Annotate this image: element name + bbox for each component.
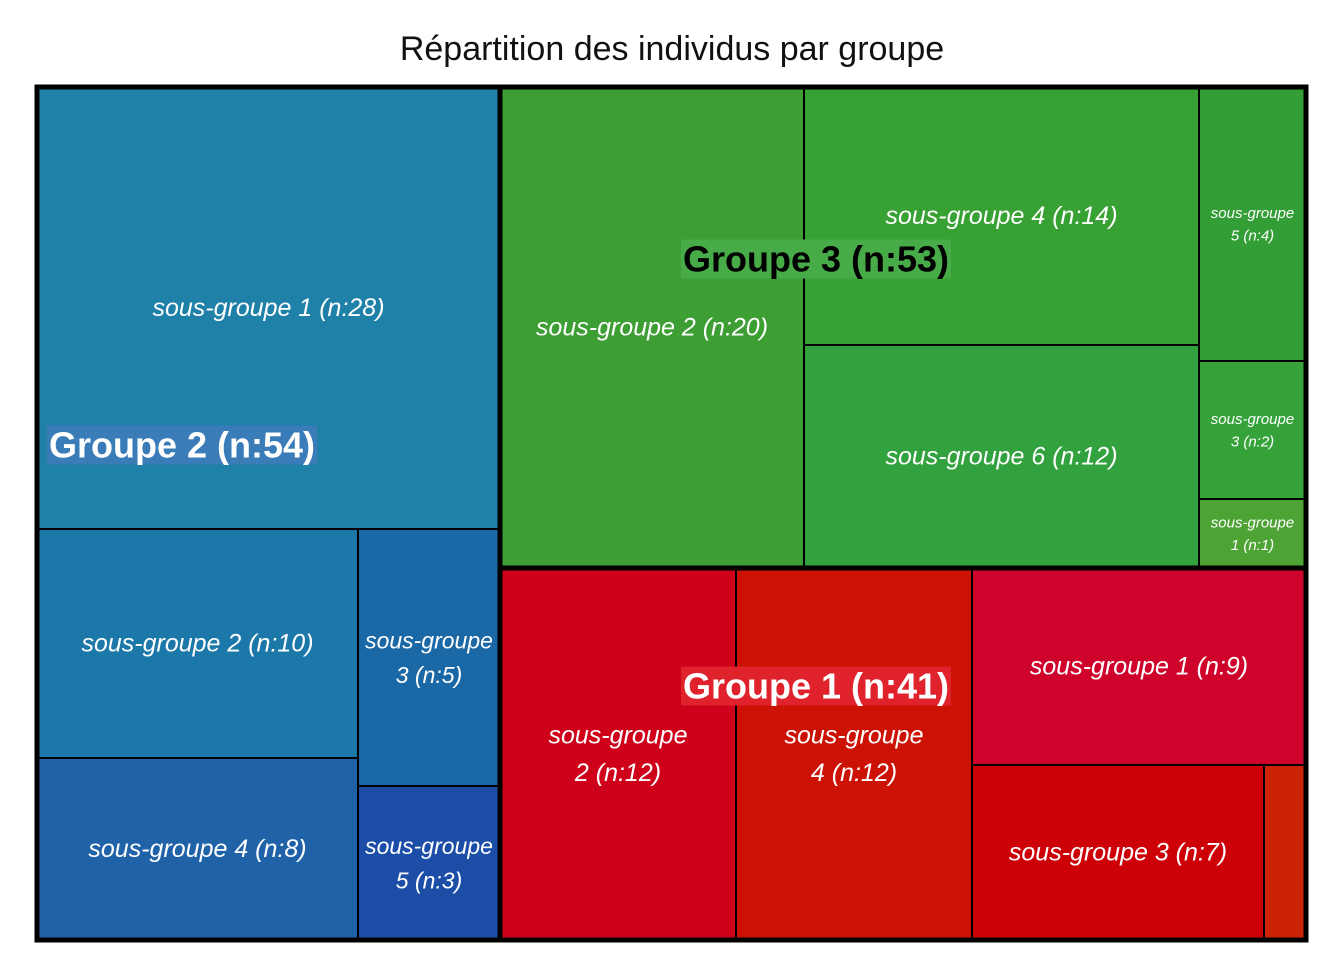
sublabel-layer: sous-groupe 1 (n:28) sous-groupe 2 (n:10)… — [81, 202, 1294, 893]
treemap-outer-border — [34, 84, 1309, 943]
subgroup-label: sous-groupe 1 (n:28) — [152, 294, 384, 322]
tiles-layer — [36, 86, 1307, 941]
group-label-background — [680, 239, 952, 279]
group-label: Groupe 2 (n:54) — [49, 425, 315, 466]
subgroup-label: sous-groupe 3 (n:5) — [365, 627, 493, 688]
subgroup-tile — [803, 344, 1200, 569]
subgroup-tile — [499, 567, 737, 941]
subgroup-tile — [1198, 86, 1307, 362]
subgroup-label: sous-groupe 2 (n:20) — [536, 314, 768, 342]
subgroup-label: sous-groupe 1 (n:1) — [1211, 514, 1294, 554]
group-label-background — [680, 666, 952, 706]
subgroup-tile — [735, 567, 973, 941]
group-label: Groupe 1 (n:41) — [683, 666, 949, 707]
subgroup-label: sous-groupe 5 (n:4) — [1211, 204, 1294, 244]
group-label-background — [46, 425, 318, 465]
chart-title: Répartition des individus par groupe — [399, 30, 945, 68]
subgroup-label: sous-groupe 4 (n:8) — [88, 835, 306, 863]
subgroup-tile — [36, 528, 359, 759]
subgroup-label: sous-groupe 3 (n:2) — [1211, 410, 1294, 450]
subgroup-tile — [1263, 764, 1307, 941]
subgroup-tile — [36, 757, 359, 941]
subgroup-tile — [803, 86, 1200, 346]
subgroup-label: sous-groupe 2 (n:12) — [549, 721, 688, 787]
subgroup-label: sous-groupe 5 (n:3) — [365, 833, 493, 894]
subgroup-label: sous-groupe 4 (n:12) — [785, 721, 924, 787]
subgroup-tile — [971, 764, 1265, 941]
group-border-layer — [34, 84, 1309, 943]
subgroup-tile — [1198, 360, 1307, 500]
subgroup-label: sous-groupe 1 (n:9) — [1030, 653, 1248, 681]
group-label: Groupe 3 (n:53) — [683, 239, 949, 280]
subgroup-label: sous-groupe 4 (n:14) — [885, 202, 1117, 230]
subgroup-tile — [357, 528, 501, 787]
grouplabel-layer: Groupe 2 (n:54) Groupe 3 (n:53) Groupe 1 (… — [46, 239, 952, 707]
subgroup-tile — [1198, 498, 1307, 569]
subgroup-tile — [499, 86, 805, 569]
subgroup-tile — [971, 567, 1307, 766]
subgroup-label: sous-groupe 6 (n:12) — [885, 443, 1117, 471]
subgroup-tile — [357, 785, 501, 941]
subgroup-label: sous-groupe 2 (n:10) — [81, 630, 313, 658]
subgroup-label: sous-groupe 3 (n:7) — [1009, 839, 1227, 867]
